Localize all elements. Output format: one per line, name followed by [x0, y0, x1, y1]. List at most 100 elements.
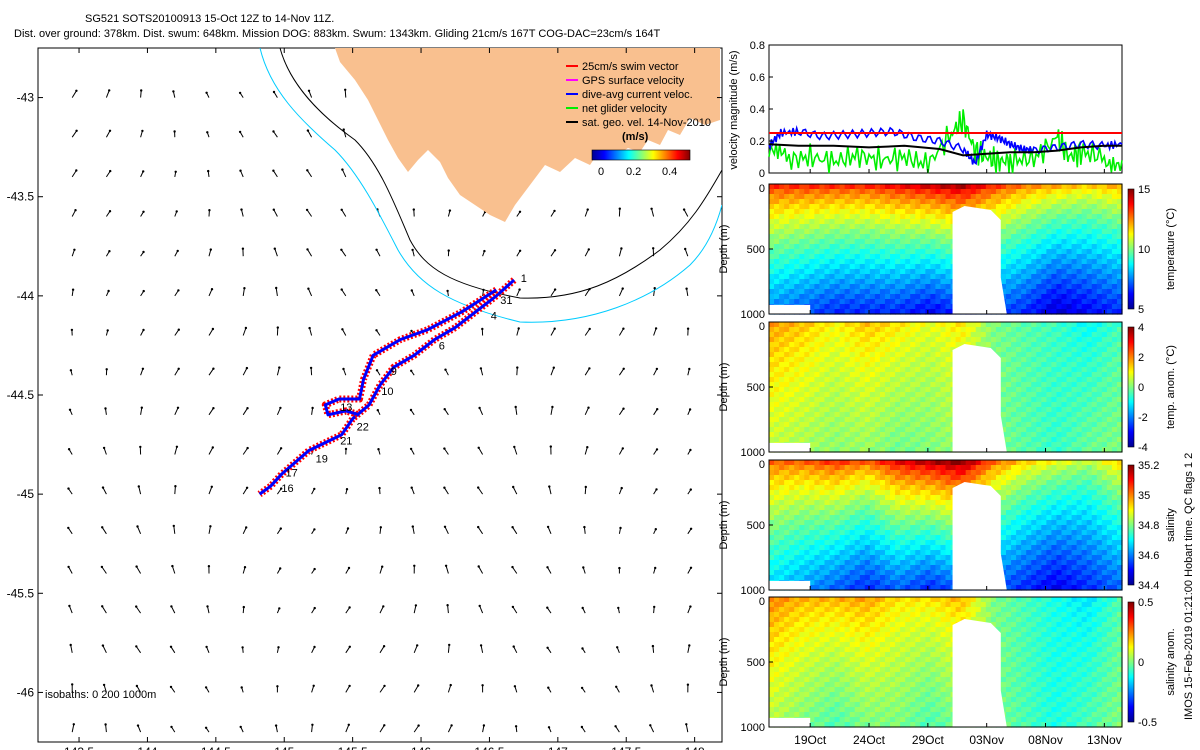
section-cell: [824, 269, 831, 275]
section-cell: [920, 189, 926, 195]
section-cell: [1026, 209, 1032, 215]
section-cell: [895, 299, 901, 305]
section-cell: [1046, 332, 1052, 338]
section-cell: [854, 427, 861, 433]
section-cell: [945, 382, 952, 388]
section-cell: [789, 357, 795, 363]
section-cell: [1116, 309, 1123, 315]
section-cell: [930, 244, 937, 250]
section-cell: [1101, 377, 1108, 383]
section-cell: [874, 465, 881, 471]
map-ytick-label: -44.5: [7, 388, 35, 402]
section-cell: [930, 392, 937, 398]
section-cell: [910, 239, 916, 245]
section-cell: [884, 304, 891, 310]
section-cell: [935, 219, 942, 225]
section-cell: [779, 382, 785, 388]
section-cell: [769, 397, 775, 403]
section-cell: [839, 372, 846, 378]
section-cell: [804, 387, 810, 393]
section-cell: [804, 289, 810, 295]
section-cell: [1000, 342, 1007, 348]
section-cell: [859, 387, 866, 393]
section-cell: [900, 352, 906, 358]
section-cell: [824, 412, 831, 418]
section-cell: [945, 249, 952, 255]
section-cell: [990, 189, 997, 195]
section-cell: [910, 249, 916, 255]
section-cell: [930, 332, 937, 338]
vector-arrow-head: [618, 207, 621, 210]
section-cell: [819, 515, 826, 521]
vector-arrow-head: [313, 487, 316, 491]
section-cell: [864, 407, 871, 413]
section-cell: [1066, 397, 1073, 403]
section-cell: [1081, 402, 1088, 408]
section-cell: [864, 575, 871, 581]
section-cell: [859, 204, 866, 210]
section-cell: [814, 284, 821, 290]
section-cell: [849, 402, 856, 408]
vector-arrow: [307, 130, 313, 138]
section-cell: [1011, 254, 1017, 260]
section-cell: [910, 229, 916, 235]
section-cell: [794, 239, 800, 245]
section-colorbar-label: temp. anom. (°C): [1165, 345, 1177, 429]
section-cell: [864, 382, 871, 388]
section-cell: [920, 304, 926, 310]
section-cell: [784, 490, 790, 496]
velocity-ytick-label: 0.8: [750, 40, 765, 52]
section-cell: [774, 545, 780, 551]
section-cell: [1046, 432, 1052, 438]
section-cell: [1086, 269, 1093, 275]
section-cell: [1081, 244, 1088, 250]
section-cell: [804, 555, 810, 561]
vector-arrow-head: [409, 447, 413, 451]
vector-arrow-head: [621, 287, 624, 290]
section-cell: [1046, 402, 1052, 408]
section-cell: [1096, 342, 1103, 348]
section-cell: [864, 367, 871, 373]
section-cell: [814, 382, 821, 388]
section-cell: [895, 279, 901, 285]
section-cell: [900, 377, 906, 383]
section-cell: [784, 387, 790, 393]
section-cell: [1021, 194, 1027, 200]
section-cell: [789, 465, 795, 471]
section-cell: [1066, 422, 1073, 428]
section-cell: [884, 475, 891, 481]
section-cell: [779, 337, 785, 343]
section-cell: [829, 347, 836, 353]
section-cell: [824, 510, 831, 516]
section-cell: [910, 372, 916, 378]
section-cell: [789, 402, 795, 408]
section-cell: [910, 387, 916, 393]
colorbar-tick-2: 0.4: [662, 166, 677, 178]
section-cell: [814, 259, 821, 265]
section-cell: [915, 249, 921, 255]
section-cell: [1061, 254, 1068, 260]
section-cell: [1041, 417, 1047, 423]
section-cell: [895, 392, 901, 398]
section-cell: [1000, 377, 1007, 383]
section-cell: [910, 442, 916, 448]
section-cell: [900, 357, 906, 363]
section-cell: [769, 510, 775, 516]
section-cell: [1111, 209, 1118, 215]
section-cell: [1071, 199, 1078, 205]
section-cell: [844, 515, 851, 521]
section-cell: [930, 367, 937, 373]
vector-arrow-head: [313, 567, 316, 571]
section-cell: [784, 382, 790, 388]
section-cell: [859, 269, 866, 275]
section-cell: [794, 357, 800, 363]
section-cell: [925, 342, 931, 348]
section-cell: [884, 382, 891, 388]
section-cell: [915, 289, 921, 295]
section-cell: [864, 234, 871, 240]
section-cell: [879, 249, 886, 255]
section-cell: [884, 402, 891, 408]
section-cell: [1076, 229, 1083, 235]
section-cell: [814, 545, 821, 551]
section-cell: [799, 545, 805, 551]
